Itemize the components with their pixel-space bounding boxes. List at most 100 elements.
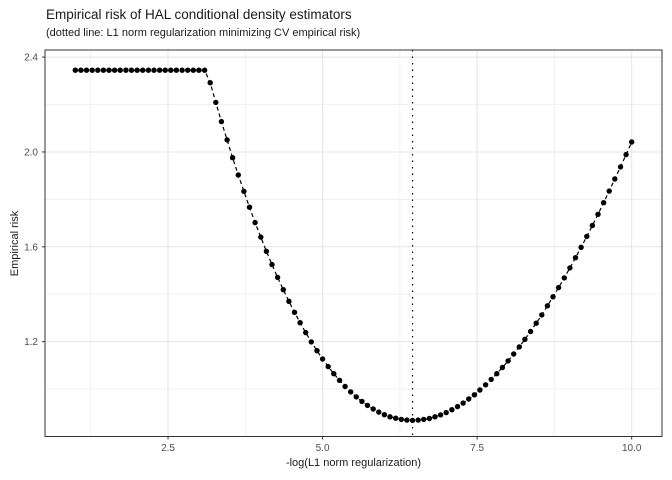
data-point (376, 409, 382, 415)
data-point (398, 416, 404, 423)
data-point (499, 364, 506, 371)
y-tick-label: 1.2 (24, 337, 38, 348)
data-point (393, 415, 399, 421)
data-point (600, 200, 607, 206)
data-point (567, 265, 573, 271)
data-point (190, 67, 196, 73)
data-point (364, 402, 371, 409)
data-point (263, 248, 270, 254)
data-point (533, 320, 539, 326)
data-point (432, 414, 438, 420)
data-point (505, 358, 511, 364)
grid-layer (45, 50, 662, 437)
data-point (617, 164, 624, 170)
data-point (123, 67, 129, 73)
data-point (612, 176, 618, 182)
data-point (443, 409, 449, 416)
x-tick-label: 10.0 (622, 443, 642, 454)
data-point (106, 67, 112, 73)
data-point (359, 398, 365, 405)
data-point (128, 67, 135, 73)
data-point (471, 392, 478, 398)
data-point (516, 344, 522, 350)
data-point (286, 298, 292, 304)
data-point (117, 67, 123, 73)
data-point (522, 336, 528, 342)
data-point (511, 351, 517, 357)
data-point (201, 67, 208, 73)
data-point (488, 376, 494, 383)
data-point (308, 339, 314, 345)
data-point (589, 222, 596, 229)
data-point (477, 387, 483, 393)
data-point (269, 261, 275, 268)
risk-curve-line (75, 69, 633, 422)
data-point (387, 414, 393, 420)
data-point (561, 275, 567, 281)
data-point (331, 371, 337, 377)
data-point (151, 67, 157, 73)
data-point (572, 255, 579, 261)
data-point (241, 188, 247, 194)
data-point (196, 67, 202, 73)
panel-border (44, 49, 663, 437)
data-point (342, 383, 348, 390)
data-point (348, 389, 354, 395)
data-point (134, 67, 140, 73)
data-point (145, 67, 152, 73)
data-point (415, 417, 421, 423)
data-point (224, 137, 230, 143)
data-point (162, 67, 168, 73)
data-point (381, 412, 388, 418)
data-point (303, 329, 309, 336)
data-point (213, 99, 219, 106)
data-point (544, 303, 551, 309)
data-point (466, 396, 472, 402)
data-point (314, 348, 320, 354)
data-point (319, 356, 326, 362)
data-point (550, 294, 556, 300)
data-point (291, 309, 298, 315)
data-point (578, 244, 584, 250)
data-point (539, 312, 545, 318)
data-point (426, 415, 433, 422)
data-point (370, 406, 376, 412)
data-point (606, 188, 612, 194)
x-tick-label: 7.5 (470, 443, 484, 454)
data-point (173, 67, 180, 73)
data-point (595, 211, 601, 217)
mark-layer (72, 50, 635, 437)
data-point (78, 67, 84, 73)
y-tick-label: 1.6 (24, 242, 38, 253)
x-tick-label: 2.5 (161, 443, 175, 454)
data-point (258, 234, 264, 240)
data-point (482, 382, 489, 388)
data-point (404, 417, 410, 423)
data-point (353, 394, 359, 400)
data-point (185, 67, 191, 73)
y-tick-label: 2.4 (24, 53, 38, 64)
data-point (555, 284, 562, 291)
data-point (72, 67, 79, 73)
data-point (246, 204, 253, 210)
data-point (100, 67, 107, 73)
data-point (421, 416, 427, 423)
data-point (274, 274, 281, 281)
data-point (179, 67, 185, 73)
axis-layer: 2.5 5.0 7.5 10.0 1.2 1.6 2.0 2.4 (24, 49, 663, 454)
x-tick-label: 5.0 (316, 443, 330, 454)
data-point (95, 67, 101, 73)
data-point (325, 363, 331, 370)
data-point (83, 67, 90, 73)
data-point (218, 118, 225, 125)
data-point (280, 287, 286, 293)
data-point (409, 417, 416, 424)
y-axis-title: Empirical risk (9, 210, 21, 276)
data-point (629, 139, 635, 145)
x-axis-title: -log(L1 norm regularization) (286, 457, 421, 469)
data-point (235, 172, 241, 178)
data-point (207, 80, 213, 86)
data-point (156, 67, 163, 73)
